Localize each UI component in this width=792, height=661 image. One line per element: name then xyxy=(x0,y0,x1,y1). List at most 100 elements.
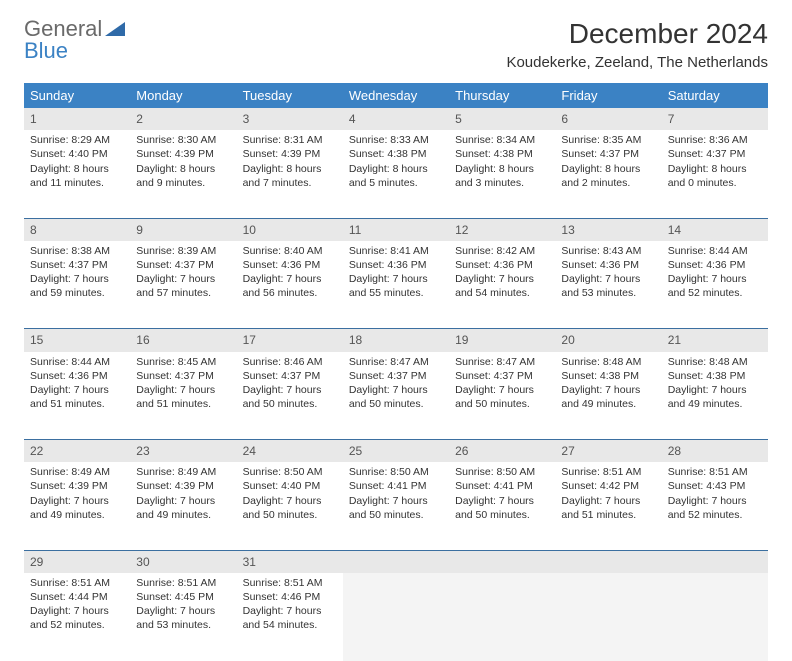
day-number-cell xyxy=(662,550,768,573)
sunset-text: Sunset: 4:44 PM xyxy=(30,590,124,604)
daylight-text: Daylight: 7 hours xyxy=(455,383,549,397)
sunrise-text: Sunrise: 8:39 AM xyxy=(136,244,230,258)
title-block: December 2024 Koudekerke, Zeeland, The N… xyxy=(506,18,768,71)
day-cell: Sunrise: 8:40 AMSunset: 4:36 PMDaylight:… xyxy=(237,241,343,329)
day-number-cell: 13 xyxy=(555,218,661,241)
daylight-text: Daylight: 8 hours xyxy=(455,162,549,176)
daylight-text: and 50 minutes. xyxy=(243,397,337,411)
day-cell: Sunrise: 8:50 AMSunset: 4:40 PMDaylight:… xyxy=(237,462,343,550)
day-number-cell: 31 xyxy=(237,550,343,573)
daylight-text: Daylight: 7 hours xyxy=(30,494,124,508)
day-cell: Sunrise: 8:49 AMSunset: 4:39 PMDaylight:… xyxy=(130,462,236,550)
daylight-text: Daylight: 7 hours xyxy=(561,272,655,286)
daylight-text: Daylight: 7 hours xyxy=(561,494,655,508)
sunset-text: Sunset: 4:37 PM xyxy=(136,258,230,272)
sunrise-text: Sunrise: 8:35 AM xyxy=(561,133,655,147)
day-cell: Sunrise: 8:31 AMSunset: 4:39 PMDaylight:… xyxy=(237,130,343,218)
sunrise-text: Sunrise: 8:43 AM xyxy=(561,244,655,258)
sunset-text: Sunset: 4:37 PM xyxy=(136,369,230,383)
month-title: December 2024 xyxy=(506,18,768,50)
day-number-cell: 25 xyxy=(343,440,449,463)
day-cell: Sunrise: 8:45 AMSunset: 4:37 PMDaylight:… xyxy=(130,352,236,440)
sunset-text: Sunset: 4:36 PM xyxy=(30,369,124,383)
sunrise-text: Sunrise: 8:38 AM xyxy=(30,244,124,258)
daylight-text: and 52 minutes. xyxy=(668,286,762,300)
daylight-text: and 49 minutes. xyxy=(561,397,655,411)
sunset-text: Sunset: 4:39 PM xyxy=(243,147,337,161)
day-number-cell: 14 xyxy=(662,218,768,241)
day-number-cell xyxy=(449,550,555,573)
daylight-text: and 9 minutes. xyxy=(136,176,230,190)
sunrise-text: Sunrise: 8:50 AM xyxy=(349,465,443,479)
daylight-text: Daylight: 7 hours xyxy=(349,494,443,508)
day-number-cell: 10 xyxy=(237,218,343,241)
sunset-text: Sunset: 4:39 PM xyxy=(136,147,230,161)
daylight-text: and 53 minutes. xyxy=(561,286,655,300)
sunset-text: Sunset: 4:37 PM xyxy=(668,147,762,161)
daylight-text: and 57 minutes. xyxy=(136,286,230,300)
daylight-text: and 49 minutes. xyxy=(30,508,124,522)
sunset-text: Sunset: 4:46 PM xyxy=(243,590,337,604)
calendar-head: SundayMondayTuesdayWednesdayThursdayFrid… xyxy=(24,83,768,108)
day-cell: Sunrise: 8:34 AMSunset: 4:38 PMDaylight:… xyxy=(449,130,555,218)
sunrise-text: Sunrise: 8:47 AM xyxy=(455,355,549,369)
sunrise-text: Sunrise: 8:51 AM xyxy=(668,465,762,479)
sunset-text: Sunset: 4:37 PM xyxy=(349,369,443,383)
logo-text: General Blue xyxy=(24,18,125,62)
day-cell: Sunrise: 8:47 AMSunset: 4:37 PMDaylight:… xyxy=(343,352,449,440)
daylight-text: Daylight: 7 hours xyxy=(455,272,549,286)
day-cell: Sunrise: 8:36 AMSunset: 4:37 PMDaylight:… xyxy=(662,130,768,218)
logo: General Blue xyxy=(24,18,125,62)
sunrise-text: Sunrise: 8:31 AM xyxy=(243,133,337,147)
sunrise-text: Sunrise: 8:47 AM xyxy=(349,355,443,369)
weekday-header: Sunday xyxy=(24,83,130,108)
sunrise-text: Sunrise: 8:49 AM xyxy=(136,465,230,479)
sunset-text: Sunset: 4:41 PM xyxy=(349,479,443,493)
day-number-cell: 19 xyxy=(449,329,555,352)
daylight-text: Daylight: 7 hours xyxy=(136,383,230,397)
sunset-text: Sunset: 4:36 PM xyxy=(243,258,337,272)
day-number-cell xyxy=(343,550,449,573)
day-number-cell: 6 xyxy=(555,108,661,130)
daylight-text: Daylight: 7 hours xyxy=(668,272,762,286)
sunset-text: Sunset: 4:42 PM xyxy=(561,479,655,493)
sunrise-text: Sunrise: 8:29 AM xyxy=(30,133,124,147)
daylight-text: and 54 minutes. xyxy=(455,286,549,300)
daylight-text: Daylight: 7 hours xyxy=(136,604,230,618)
day-number-cell: 2 xyxy=(130,108,236,130)
sunrise-text: Sunrise: 8:33 AM xyxy=(349,133,443,147)
sunrise-text: Sunrise: 8:50 AM xyxy=(243,465,337,479)
daylight-text: Daylight: 7 hours xyxy=(349,272,443,286)
weekday-header: Wednesday xyxy=(343,83,449,108)
sunset-text: Sunset: 4:39 PM xyxy=(30,479,124,493)
day-number-cell: 23 xyxy=(130,440,236,463)
daylight-text: Daylight: 8 hours xyxy=(136,162,230,176)
logo-line2: Blue xyxy=(24,38,68,63)
daylight-text: Daylight: 7 hours xyxy=(455,494,549,508)
sunrise-text: Sunrise: 8:30 AM xyxy=(136,133,230,147)
sunrise-text: Sunrise: 8:34 AM xyxy=(455,133,549,147)
daylight-text: and 50 minutes. xyxy=(243,508,337,522)
daylight-text: and 50 minutes. xyxy=(349,397,443,411)
daylight-text: and 3 minutes. xyxy=(455,176,549,190)
day-number-cell: 1 xyxy=(24,108,130,130)
sunset-text: Sunset: 4:41 PM xyxy=(455,479,549,493)
sunset-text: Sunset: 4:37 PM xyxy=(30,258,124,272)
daylight-text: and 51 minutes. xyxy=(136,397,230,411)
day-number-cell: 27 xyxy=(555,440,661,463)
day-cell: Sunrise: 8:47 AMSunset: 4:37 PMDaylight:… xyxy=(449,352,555,440)
sunrise-text: Sunrise: 8:51 AM xyxy=(243,576,337,590)
day-cell: Sunrise: 8:49 AMSunset: 4:39 PMDaylight:… xyxy=(24,462,130,550)
sunset-text: Sunset: 4:39 PM xyxy=(136,479,230,493)
sunrise-text: Sunrise: 8:36 AM xyxy=(668,133,762,147)
day-cell: Sunrise: 8:51 AMSunset: 4:45 PMDaylight:… xyxy=(130,573,236,661)
daylight-text: and 7 minutes. xyxy=(243,176,337,190)
day-number-cell: 24 xyxy=(237,440,343,463)
sunrise-text: Sunrise: 8:51 AM xyxy=(136,576,230,590)
day-cell xyxy=(555,573,661,661)
day-cell: Sunrise: 8:41 AMSunset: 4:36 PMDaylight:… xyxy=(343,241,449,329)
daylight-text: and 2 minutes. xyxy=(561,176,655,190)
day-number-cell: 26 xyxy=(449,440,555,463)
day-cell xyxy=(662,573,768,661)
sunrise-text: Sunrise: 8:49 AM xyxy=(30,465,124,479)
